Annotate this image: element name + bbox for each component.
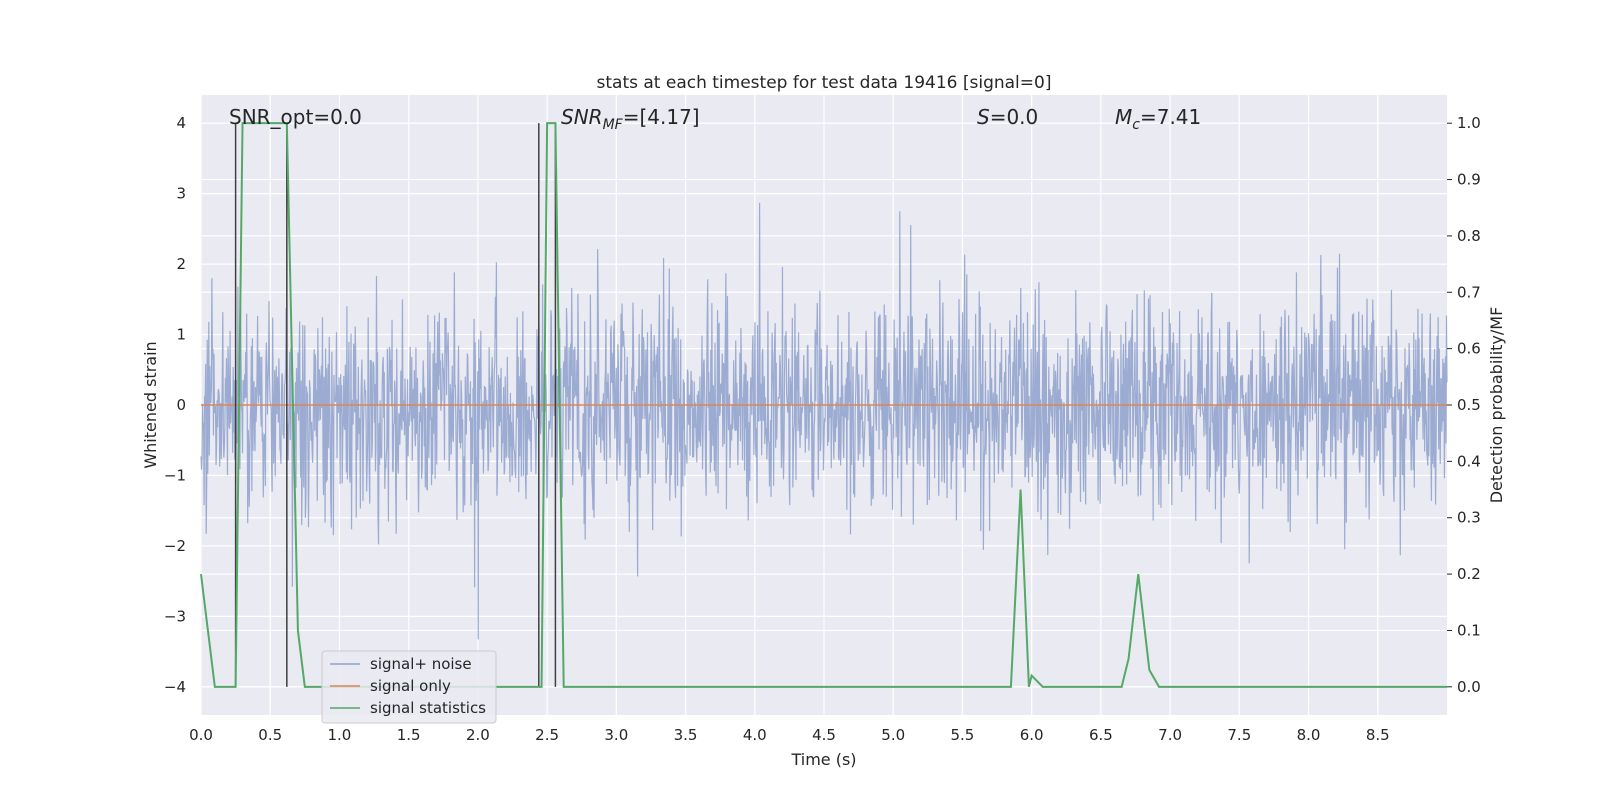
y-tick-label-right: 0.8 xyxy=(1457,227,1481,245)
annotation-mc-value: =7.41 xyxy=(1140,105,1201,129)
chart-title: stats at each timestep for test data 194… xyxy=(597,73,1052,93)
y-tick-label-left: −2 xyxy=(164,537,186,555)
x-tick-label: 0.0 xyxy=(189,726,213,744)
y-tick-label-right: 0.7 xyxy=(1457,283,1481,301)
y-tick-label-left: 3 xyxy=(176,185,186,203)
y-tick-label-left: 0 xyxy=(176,396,186,414)
x-axis-label: Time (s) xyxy=(790,750,856,769)
x-tick-label: 5.5 xyxy=(951,726,975,744)
y-tick-label-left: 4 xyxy=(176,114,186,132)
legend-label-signal-statistics: signal statistics xyxy=(370,699,486,717)
annotation-snr-opt: SNR_opt=0.0 xyxy=(229,105,362,129)
x-tick-label: 4.5 xyxy=(812,726,836,744)
y-tick-label-right: 0.5 xyxy=(1457,396,1481,414)
series-signal-statistics xyxy=(200,122,1447,688)
y-tick-label-left: 2 xyxy=(176,255,186,273)
y-tick-label-right: 1.0 xyxy=(1457,114,1481,132)
annotation-snr-mf: SNRMF=[4.17] xyxy=(561,105,700,133)
annotation-s: S=0.0 xyxy=(977,105,1038,129)
x-tick-label: 6.0 xyxy=(1020,726,1044,744)
signal-statistics-line xyxy=(200,122,1447,688)
x-tick-label: 0.5 xyxy=(258,726,282,744)
y-tick-label-left: 1 xyxy=(176,326,186,344)
annotation-snr-mf-sub: MF xyxy=(603,117,624,133)
x-axis-ticks: 0.0 0.5 1.0 1.5 2.0 2.5 3.0 3.5 4.0 4.5 5.0 5.5 6.0 6… xyxy=(189,726,1390,744)
event-markers xyxy=(234,123,557,687)
annotation-s-main: S xyxy=(977,105,990,129)
annotation-mc-sub: c xyxy=(1132,117,1140,133)
x-tick-label: 1.5 xyxy=(397,726,421,744)
x-tick-label: 7.5 xyxy=(1227,726,1251,744)
legend: signal+ noise signal only signal statist… xyxy=(321,650,497,724)
legend-label-signal-only: signal only xyxy=(370,677,451,695)
series-signal-noise xyxy=(200,202,1448,640)
y-tick-label-left: −1 xyxy=(164,466,186,484)
x-tick-label: 8.0 xyxy=(1297,726,1321,744)
y-tick-label-right: 0.3 xyxy=(1457,509,1481,527)
legend-box xyxy=(321,650,497,724)
y-tick-label-right: 0.6 xyxy=(1457,340,1481,358)
x-tick-label: 2.0 xyxy=(466,726,490,744)
x-tick-label: 6.5 xyxy=(1089,726,1113,744)
y-tick-label-left: −3 xyxy=(164,607,186,625)
y-tick-label-right: 0.1 xyxy=(1457,621,1481,639)
x-tick-label: 7.0 xyxy=(1158,726,1182,744)
x-tick-label: 8.5 xyxy=(1366,726,1390,744)
annotation-snr-mf-value: =[4.17] xyxy=(623,105,700,129)
x-tick-label: 2.5 xyxy=(535,726,559,744)
annotation-mc-main: M xyxy=(1115,105,1132,129)
y-tick-label-left: −4 xyxy=(164,678,186,696)
y-tick-label-right: 0.2 xyxy=(1457,565,1481,583)
y-tick-label-right: 0.4 xyxy=(1457,452,1481,470)
y-axis-right-label: Detection probability/MF xyxy=(1487,307,1506,504)
annotation-mc: Mc=7.41 xyxy=(1115,105,1201,133)
y-axis-left-ticks: −4 −3 −2 −1 0 1 2 3 4 xyxy=(164,114,186,696)
legend-label-signal-noise: signal+ noise xyxy=(370,655,472,673)
x-tick-label: 5.0 xyxy=(881,726,905,744)
y-axis-right-ticks: 0.0 0.1 0.2 0.3 0.4 0.5 0.6 0.7 0.8 0.9 1.0 xyxy=(1447,114,1481,696)
annotation-snr-mf-main: SNR xyxy=(561,105,603,129)
x-tick-label: 3.0 xyxy=(604,726,628,744)
y-tick-label-right: 0.0 xyxy=(1457,678,1481,696)
x-tick-label: 1.0 xyxy=(328,726,352,744)
x-tick-label: 3.5 xyxy=(674,726,698,744)
y-axis-left-label: Whitened strain xyxy=(141,341,160,468)
y-tick-label-right: 0.9 xyxy=(1457,171,1481,189)
noise-line xyxy=(200,202,1448,640)
annotation-s-value: =0.0 xyxy=(990,105,1039,129)
x-tick-label: 4.0 xyxy=(743,726,767,744)
